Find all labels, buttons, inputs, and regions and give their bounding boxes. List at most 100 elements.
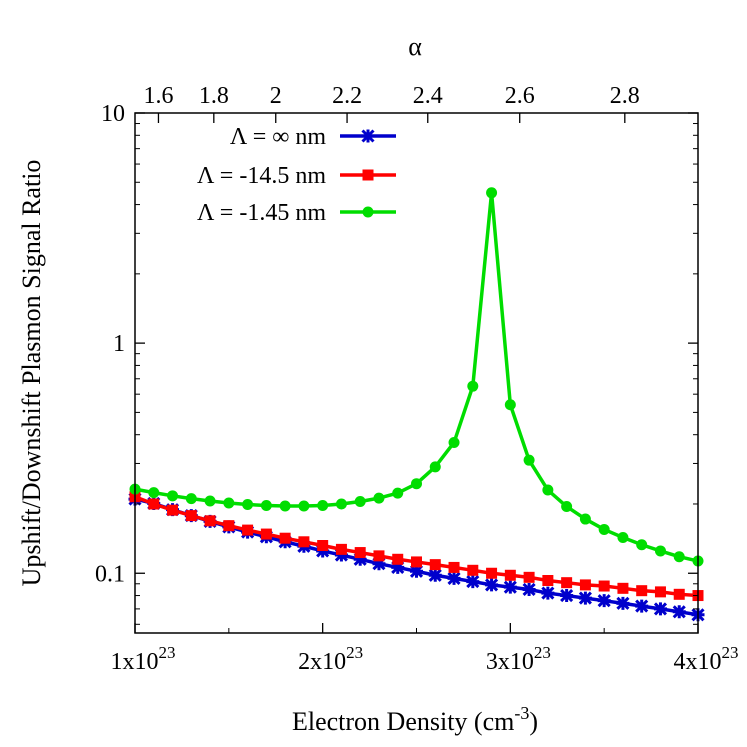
data-point xyxy=(542,484,554,496)
top-axis-label: α xyxy=(408,32,422,61)
data-point xyxy=(372,557,386,571)
data-point xyxy=(429,559,441,571)
data-point xyxy=(541,586,555,600)
data-point xyxy=(579,579,591,591)
data-point xyxy=(260,528,272,540)
data-point xyxy=(672,605,686,619)
series-2 xyxy=(129,491,704,602)
data-point xyxy=(653,602,668,616)
data-point xyxy=(334,548,348,562)
data-point xyxy=(392,553,404,565)
data-point xyxy=(467,380,479,392)
data-point xyxy=(467,564,479,576)
series-line xyxy=(134,191,699,563)
legend-marker xyxy=(362,206,374,218)
data-point xyxy=(317,540,329,552)
data-point xyxy=(598,580,610,592)
data-point xyxy=(298,536,310,548)
data-point xyxy=(598,523,610,535)
data-point xyxy=(560,588,574,603)
data-point xyxy=(335,543,347,555)
data-point xyxy=(167,504,179,516)
data-point xyxy=(673,588,685,600)
data-point xyxy=(279,532,291,544)
x2-tick-label: 2.4 xyxy=(413,83,443,109)
data-point xyxy=(616,596,630,610)
x-tick-label: 2x1023 xyxy=(298,643,363,675)
data-point xyxy=(654,586,666,598)
data-point xyxy=(636,585,648,597)
data-point xyxy=(167,490,179,502)
legend-label: Λ = -1.45 nm xyxy=(197,200,326,226)
x-tick-label: 3x1023 xyxy=(486,643,551,675)
data-point xyxy=(411,556,422,568)
x2-tick-label: 1.6 xyxy=(143,83,173,109)
x2-tick-label: 1.8 xyxy=(199,83,229,109)
data-point xyxy=(448,561,460,573)
data-point xyxy=(260,499,272,511)
legend-label: Λ = ∞ nm xyxy=(230,124,326,150)
data-point xyxy=(448,436,460,448)
data-point xyxy=(223,520,235,532)
plot-marks xyxy=(128,187,705,622)
data-point xyxy=(617,532,629,544)
data-point xyxy=(542,575,554,587)
data-point xyxy=(429,461,441,473)
data-point xyxy=(392,487,404,499)
data-point xyxy=(447,571,461,585)
x2-tick-label: 2.2 xyxy=(332,83,362,109)
data-point xyxy=(373,550,385,562)
x-axis-label: Electron Density (cm-3) xyxy=(292,703,538,736)
y-tick-label: 0.1 xyxy=(95,561,125,587)
data-point xyxy=(185,493,197,505)
legend: Λ = ∞ nm Λ = -14.5 nm Λ = -1.45 nm xyxy=(197,124,396,226)
y-axis-label: Upshift/Downshift Plasmon Signal Ratio xyxy=(17,160,46,587)
data-point xyxy=(561,577,573,589)
legend-marker xyxy=(362,169,374,181)
data-point xyxy=(486,187,498,199)
data-point xyxy=(503,580,517,594)
x2-tick-label: 2 xyxy=(270,83,282,109)
legend-marker xyxy=(361,129,375,143)
plot-frame xyxy=(134,112,699,634)
data-point xyxy=(636,539,648,551)
data-point xyxy=(579,513,591,525)
data-point xyxy=(353,552,367,566)
data-point xyxy=(635,599,649,613)
x-tick-label: 1x1023 xyxy=(111,643,176,675)
data-point xyxy=(242,498,254,510)
data-point xyxy=(523,454,535,466)
data-point xyxy=(185,510,197,522)
data-point xyxy=(504,399,516,411)
data-point xyxy=(597,594,611,608)
data-point xyxy=(485,578,499,592)
data-point xyxy=(279,500,291,512)
legend-label: Λ = -14.5 nm xyxy=(197,163,326,189)
data-point xyxy=(335,498,347,510)
axis-ticks: 0.1 1 10 1x1023 2x1023 3x1023 4x1023 1.6 1.8 2 2.2… xyxy=(95,83,739,675)
y-tick-label: 10 xyxy=(101,101,125,127)
x2-tick-label: 2.8 xyxy=(610,83,640,109)
data-point xyxy=(411,478,422,490)
data-point xyxy=(561,501,573,513)
x2-tick-label: 2.6 xyxy=(505,83,535,109)
data-point xyxy=(148,487,160,499)
data-point xyxy=(204,515,216,527)
data-point xyxy=(486,567,498,579)
x-tick-label: 4x1023 xyxy=(674,643,739,675)
data-point xyxy=(373,492,385,504)
data-point xyxy=(466,575,480,589)
data-point xyxy=(617,582,629,594)
data-point xyxy=(204,495,216,507)
data-point xyxy=(354,547,366,559)
data-point xyxy=(317,499,329,511)
data-point xyxy=(504,569,516,581)
data-point xyxy=(654,545,666,557)
y-tick-label: 1 xyxy=(113,331,125,357)
data-point xyxy=(522,582,536,597)
data-point xyxy=(298,500,310,512)
data-point xyxy=(409,564,424,578)
data-point xyxy=(673,551,685,563)
data-point xyxy=(354,496,366,508)
